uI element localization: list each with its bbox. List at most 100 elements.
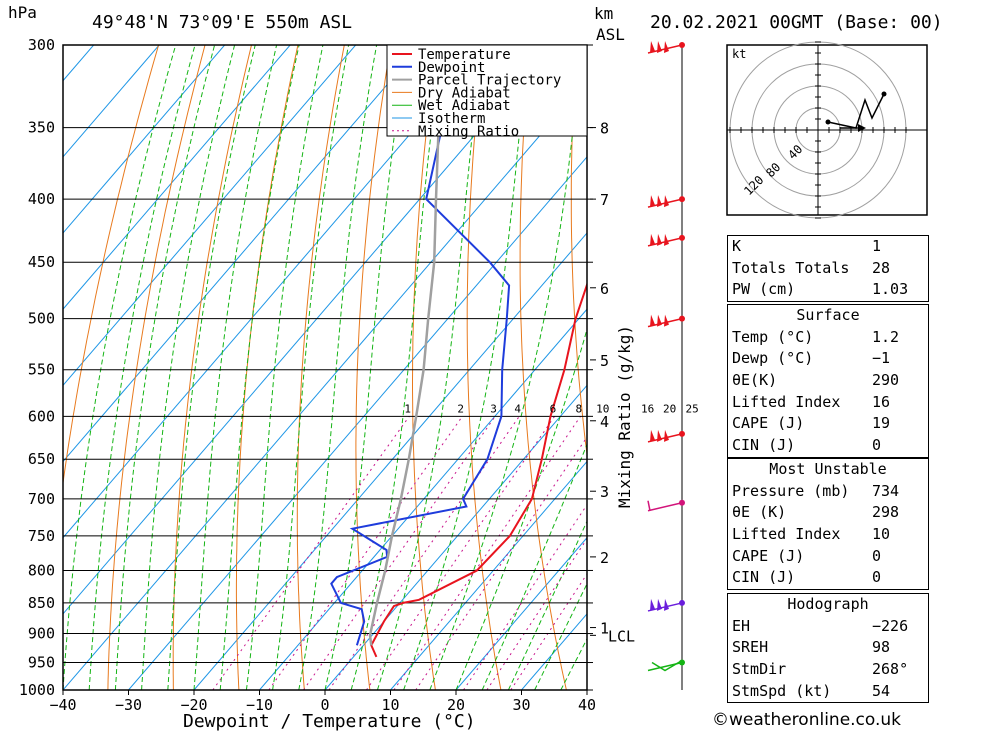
- mixing-ratio-value: 10: [596, 402, 609, 415]
- dry-adiabat-line: [107, 45, 206, 690]
- isotherm-line: [390, 460, 587, 690]
- most-unstable-panel: Most Unstable Pressure (mb) 734 θE (K) 298 L…: [727, 458, 929, 591]
- stat-value: −1: [872, 349, 891, 368]
- stat-value: 1.03: [872, 280, 909, 299]
- hodograph-end-dot: [881, 91, 887, 97]
- isotherm-line: [455, 536, 587, 690]
- dewpoint-curve: [330, 45, 511, 646]
- x-axis-label: Dewpoint / Temperature (°C): [183, 711, 476, 732]
- wind-barb-flag: [664, 314, 669, 327]
- wet-adiabat-line: [272, 45, 350, 690]
- isotherm-line: [63, 45, 226, 234]
- storm-motion-arrowhead: [858, 124, 866, 132]
- wet-adiabat-line: [507, 520, 587, 690]
- height-tick-label: LCL: [608, 627, 635, 645]
- indices-panel: K 1 Totals Totals 28 PW (cm) 1.03: [727, 235, 929, 303]
- legend-label: Isotherm: [418, 111, 485, 127]
- x-tick-label: 10: [381, 696, 399, 714]
- pressure-tick-label: 650: [28, 450, 55, 468]
- legend-label: Wet Adiabat: [418, 98, 511, 114]
- stat-value: 10: [872, 525, 891, 544]
- stat-row: CAPE (J) 0: [728, 546, 928, 568]
- x-tick-label: 40: [578, 696, 596, 714]
- stat-label: CIN (J): [732, 568, 796, 587]
- legend-label: Temperature: [418, 47, 511, 63]
- stat-row: PW (cm) 1.03: [728, 279, 928, 301]
- stat-value: 734: [872, 481, 900, 500]
- wind-barb: [647, 41, 685, 54]
- x-tick-label: −30: [115, 696, 142, 714]
- isotherm-line: [128, 156, 587, 690]
- wind-barb-flag: [650, 233, 655, 246]
- pressure-unit-label: hPa: [8, 3, 37, 22]
- wet-adiabat-line: [219, 45, 300, 690]
- pressure-tick-label: 400: [28, 190, 55, 208]
- stat-label: EH: [732, 616, 751, 635]
- wind-barb: [647, 195, 685, 208]
- parcel-trajectory-curve: [368, 62, 441, 646]
- pressure-tick-label: 300: [28, 36, 55, 54]
- stat-label: StmDir: [732, 660, 787, 679]
- stat-value: 54: [872, 681, 891, 700]
- wet-adiabat-line: [324, 45, 409, 690]
- wet-adiabat-line: [245, 45, 324, 690]
- location-title: 49°48'N 73°09'E 550m ASL: [92, 12, 352, 33]
- wind-barb-flag: [650, 429, 655, 442]
- mixing-ratio-line: [510, 573, 587, 690]
- mixing-ratio-value: 8: [575, 402, 582, 415]
- stat-label: Totals Totals: [732, 258, 850, 277]
- dry-adiabat-line: [296, 45, 345, 690]
- mixing-ratio-line: [328, 416, 520, 690]
- pressure-tick-label: 350: [28, 119, 55, 137]
- mixing-ratio-line: [415, 436, 587, 690]
- stat-value: 0: [872, 436, 882, 455]
- pressure-tick-label: 900: [28, 625, 55, 643]
- mixing-ratio-value: 1: [404, 402, 411, 415]
- height-tick-label: 8: [600, 120, 609, 138]
- wind-barb-flag: [664, 41, 669, 53]
- wet-adiabat-line: [481, 442, 587, 690]
- pressure-tick-label: 1000: [19, 681, 55, 699]
- stat-row: CIN (J) 0: [728, 567, 928, 589]
- height-asl-label: ASL: [596, 25, 625, 44]
- wind-barb-flag: [657, 314, 662, 327]
- dry-adiabat-line: [989, 8, 1000, 690]
- stat-label: PW (cm): [732, 280, 796, 299]
- wet-adiabat-line: [141, 45, 236, 690]
- stat-value: 19: [872, 414, 891, 433]
- mixing-ratio-line: [212, 416, 410, 690]
- hodograph-stats-panel: Hodograph EH −226 SREH 98 StmDir 268° StmSpd (…: [727, 593, 929, 704]
- stat-value: 1: [872, 237, 882, 255]
- x-tick-label: 30: [512, 696, 530, 714]
- pressure-tick-label: 700: [28, 490, 55, 508]
- stat-row: SREH 98: [728, 637, 928, 659]
- profile-curves: [330, 45, 587, 658]
- mixing-ratio-line: [365, 416, 556, 690]
- x-tick-label: −10: [246, 696, 273, 714]
- stat-row: θE(K) 290: [728, 370, 928, 392]
- mixing-ratio-value: 2: [457, 402, 464, 415]
- wind-barb: [647, 429, 685, 443]
- isotherm-line: [193, 232, 587, 690]
- wind-barb-flag: [664, 233, 669, 246]
- stat-row: θE (K) 298: [728, 502, 928, 524]
- legend-label: Dewpoint: [418, 60, 485, 76]
- stat-row: Dewp (°C) −1: [728, 348, 928, 370]
- height-tick-label: 7: [600, 191, 609, 209]
- legend-box: [386, 44, 588, 137]
- legend-label: Parcel Trajectory: [418, 73, 561, 89]
- wind-barbs: [647, 41, 685, 672]
- wet-adiabat-line: [193, 45, 278, 690]
- stat-label: θE (K): [732, 503, 787, 522]
- pressure-tick-label: 950: [28, 654, 55, 672]
- stat-row: EH −226: [728, 616, 928, 638]
- wet-adiabat-line: [455, 327, 587, 690]
- isotherm-line: [63, 45, 422, 463]
- stat-value: 298: [872, 503, 900, 522]
- mixing-ratio-value: 6: [550, 402, 557, 415]
- mixing-ratio-value: 20: [663, 402, 676, 415]
- wind-barb-flag: [657, 233, 662, 246]
